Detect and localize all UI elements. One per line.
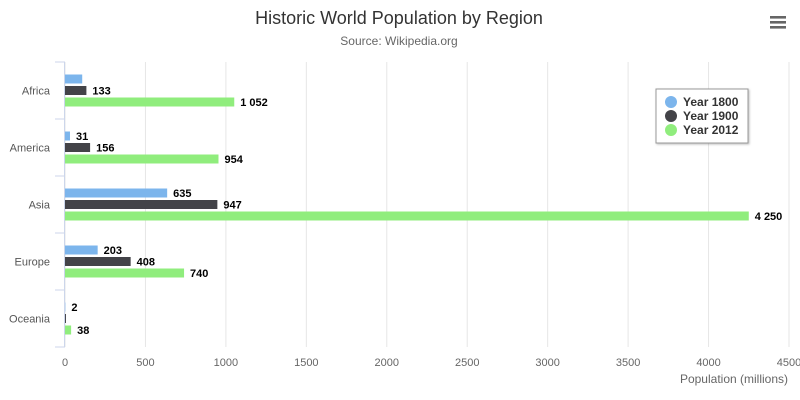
x-axis-title: Population (millions) [680,372,788,386]
bar [65,143,91,152]
chart-menu-button[interactable] [764,10,790,34]
hamburger-menu-icon [770,16,786,29]
category-label: America [10,143,51,155]
x-tick-label: 2000 [375,357,399,369]
data-label: 156 [96,143,114,155]
x-tick-label: 1000 [214,357,238,369]
data-label: 31 [76,131,88,143]
data-label: 4 250 [755,211,783,223]
category-label: Europe [15,257,50,269]
bars [65,74,749,335]
bar [65,325,72,335]
data-label: 740 [190,268,208,280]
chart-subtitle: Source: Wikipedia.org [340,34,457,48]
legend-marker [665,110,677,122]
legend-marker [665,124,677,136]
category-label: Africa [22,86,51,98]
chart-title: Historic World Population by Region [255,8,543,28]
bar [65,131,70,141]
legend-label: Year 2012 [683,123,739,137]
x-tick-label: 3000 [535,357,559,369]
data-label: 203 [104,245,122,257]
category-label: Oceania [9,314,51,326]
data-label: 2 [71,302,77,314]
legend-marker [665,96,677,108]
bar [65,86,87,95]
bar [65,200,218,209]
x-tick-label: 1500 [294,357,318,369]
bar [65,245,98,255]
data-label: 133 [92,86,110,98]
data-label: 1 052 [240,97,268,109]
x-tick-label: 4000 [696,357,720,369]
legend-label: Year 1800 [683,95,739,109]
x-tick-label: 4500 [777,357,800,369]
bar [65,257,131,266]
gridlines [64,62,790,347]
bar [65,188,168,198]
data-labels: 133 1 052 31 156 954 635 947 4 250 203 408 740 238 [71,86,782,338]
x-tick-label: 0 [62,357,68,369]
bar [65,314,66,323]
bar [65,268,185,278]
data-label: 408 [137,257,155,269]
bar [65,154,219,164]
legend-label: Year 1900 [683,109,739,123]
data-label: 38 [77,325,89,337]
data-label: 954 [224,154,243,166]
bar [65,97,235,107]
x-tick-label: 2500 [455,357,479,369]
category-label: Asia [29,200,51,212]
data-label: 947 [223,200,241,212]
bar [65,74,83,84]
axes: 0 500 1000 1500 2000 2500 3000 3500 4000 4500 Afri… [9,61,800,369]
bar [65,211,749,221]
data-label: 635 [173,188,191,200]
x-tick-label: 3500 [616,357,640,369]
x-tick-label: 500 [136,357,154,369]
